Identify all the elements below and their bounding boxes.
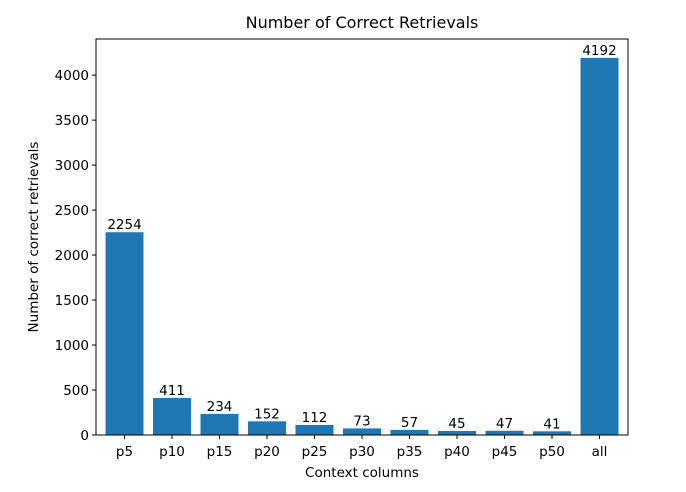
y-tick-label: 2500: [55, 203, 89, 219]
bar-p20: [248, 421, 286, 435]
y-tick-label: 3000: [55, 158, 89, 174]
bar-p40: [438, 430, 476, 435]
x-tick-label: p15: [207, 444, 233, 460]
y-tick-label: 0: [80, 428, 89, 444]
x-tick-label: p40: [444, 444, 470, 460]
bar-p45: [485, 430, 524, 435]
x-tick-label: p5: [116, 444, 133, 460]
data-label-p25: 112: [302, 410, 328, 426]
bar-p50: [533, 431, 571, 435]
x-tick-label: all: [592, 444, 608, 460]
x-axis-ticks: p5 p10 p15 p20 p25 p30 p35 p40 p45 p50 all: [116, 435, 607, 460]
data-label-all: 4192: [582, 43, 616, 59]
x-tick-label: p20: [254, 444, 280, 460]
x-tick-label: p10: [159, 444, 185, 460]
data-label-p35: 57: [401, 415, 418, 431]
y-tick-label: 2000: [55, 248, 89, 264]
bar-p30: [343, 428, 381, 435]
y-axis-label: Number of correct retrievals: [26, 142, 42, 333]
data-label-p45: 47: [496, 416, 513, 432]
bar-p10: [153, 398, 191, 435]
plot-frame: [95, 38, 629, 436]
bars-group: 2254 411 234 152 112 73 57 45 47 41 4192: [105, 43, 619, 435]
bar-p15: [200, 413, 239, 435]
data-label-p10: 411: [159, 383, 185, 399]
bar-all: [580, 57, 619, 435]
x-tick-label: p30: [349, 444, 375, 460]
x-tick-label: p45: [492, 444, 518, 460]
data-label-p50: 41: [543, 416, 560, 432]
y-tick-label: 1000: [55, 338, 89, 354]
data-label-p40: 45: [448, 416, 465, 432]
y-tick-label: 4000: [55, 68, 89, 84]
x-axis-label: Context columns: [305, 465, 419, 481]
data-label-p20: 152: [254, 406, 280, 422]
data-label-p15: 234: [207, 399, 233, 415]
y-tick-label: 3500: [55, 113, 89, 129]
y-tick-label: 1500: [55, 293, 89, 309]
chart-title: Number of Correct Retrievals: [246, 13, 479, 32]
x-tick-label: p50: [539, 444, 565, 460]
x-tick-label: p35: [397, 444, 423, 460]
y-tick-label: 500: [63, 383, 89, 399]
data-label-p5: 2254: [107, 217, 141, 233]
bar-p25: [295, 424, 334, 435]
data-label-p30: 73: [353, 413, 370, 429]
x-tick-label: p25: [302, 444, 328, 460]
bar-p5: [105, 232, 144, 435]
y-axis-ticks: 0 500 1000 1500 2000 2500 3000 3500 4000: [55, 68, 96, 444]
bar-p35: [390, 429, 429, 435]
